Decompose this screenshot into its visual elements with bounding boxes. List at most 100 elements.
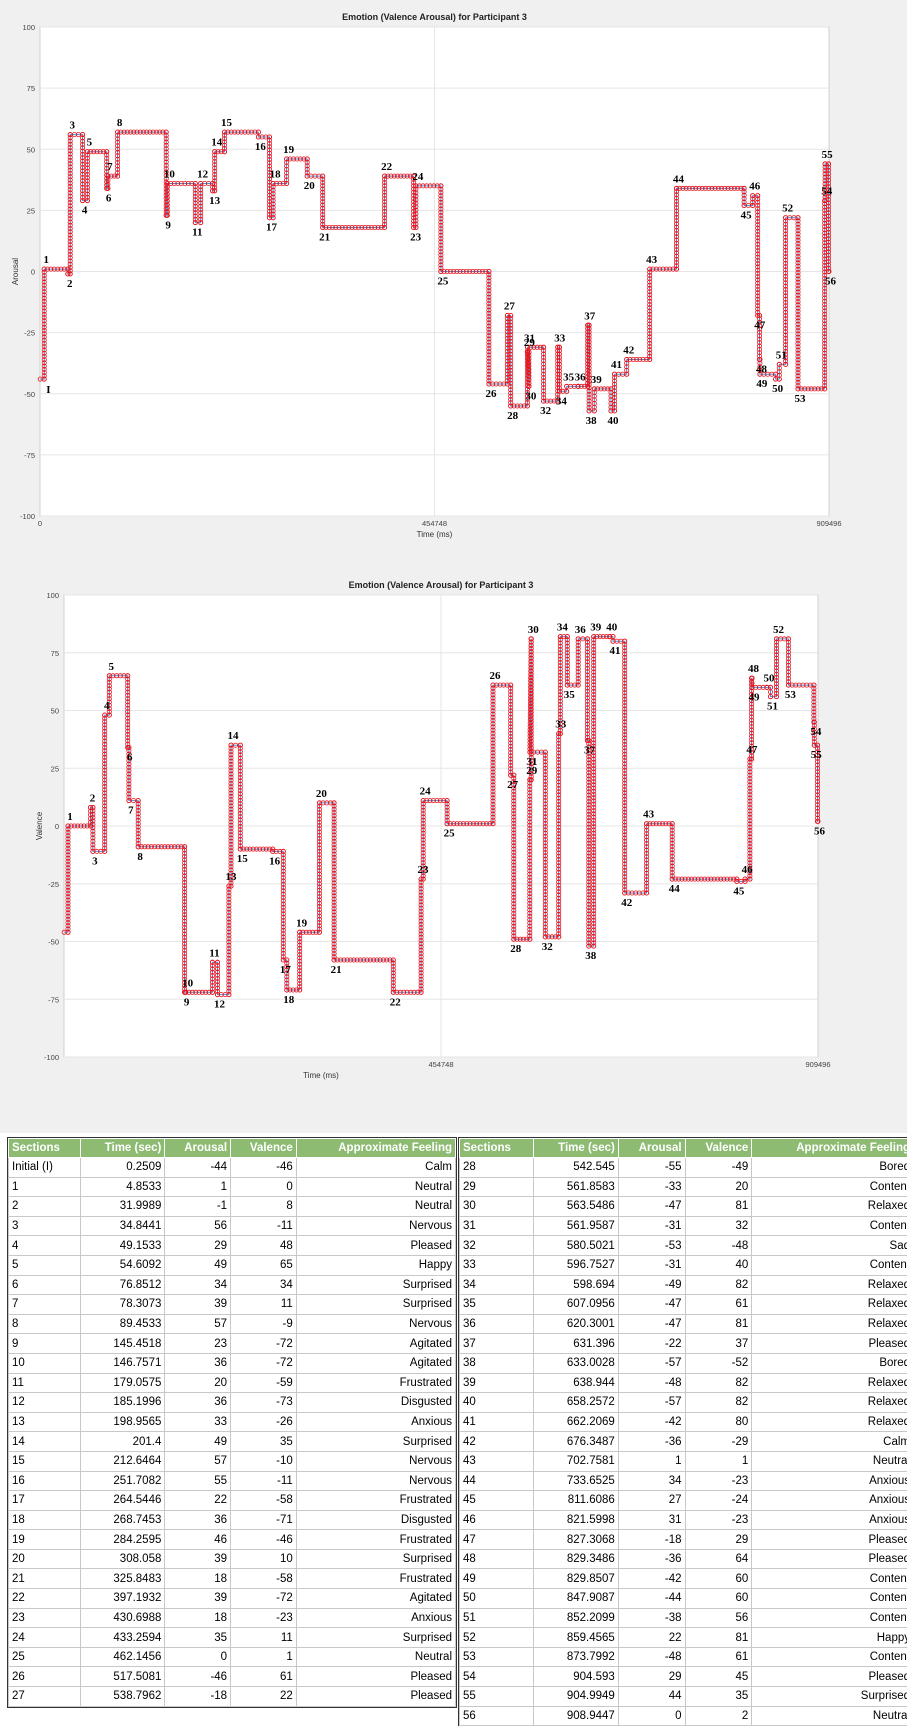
annotation-label: 32: [542, 941, 554, 953]
cell-section: 51: [460, 1608, 534, 1628]
cell-valence: -11: [231, 1216, 297, 1236]
annotation-label: 27: [507, 779, 519, 791]
cell-feeling: Relaxed: [752, 1314, 907, 1334]
annotation-label: 17: [280, 964, 292, 976]
cell-section: 48: [460, 1549, 534, 1569]
cell-arousal: 33: [165, 1412, 231, 1432]
cell-time: 251.7082: [81, 1471, 165, 1491]
sections-table-right: Sections Time (sec) Arousal Valence Appr…: [459, 1138, 907, 1726]
cell-valence: 35: [231, 1432, 297, 1452]
cell-time: 433.2594: [81, 1628, 165, 1648]
annotation-label: 49: [756, 378, 768, 390]
annotation-label: 47: [746, 744, 758, 756]
cell-valence: 48: [231, 1236, 297, 1256]
cell-time: 702.7581: [533, 1451, 618, 1471]
cell-feeling: Bored: [752, 1353, 907, 1373]
cell-time: 54.6092: [81, 1255, 165, 1275]
cell-section: 32: [460, 1236, 534, 1256]
cell-arousal: -57: [618, 1393, 685, 1413]
cell-arousal: 0: [618, 1706, 685, 1726]
annotation-label: 4: [104, 700, 110, 712]
cell-feeling: Surprised: [296, 1549, 455, 1569]
cell-time: 580.5021: [533, 1236, 618, 1256]
annotation-label: 13: [209, 195, 221, 207]
cell-arousal: 36: [165, 1353, 231, 1373]
cell-feeling: Anxious: [752, 1471, 907, 1491]
cell-valence: -71: [231, 1510, 297, 1530]
annotation-label: 6: [106, 192, 112, 204]
cell-arousal: 34: [165, 1275, 231, 1295]
annotation-label-initial: I: [46, 384, 50, 396]
cell-arousal: -1: [165, 1197, 231, 1217]
cell-section: 11: [9, 1373, 81, 1393]
cell-time: 212.6464: [81, 1451, 165, 1471]
cell-time: 859.4565: [533, 1628, 618, 1648]
annotation-label: 35: [564, 689, 576, 701]
y-tick-label: -100: [44, 1053, 59, 1062]
annotation-label: 9: [184, 996, 190, 1008]
annotation-label: 6: [127, 751, 133, 763]
cell-time: 829.3486: [533, 1549, 618, 1569]
cell-arousal: 35: [165, 1628, 231, 1648]
annotation-label: 21: [319, 231, 330, 243]
chart-title: Emotion (Valence Arousal) for Participan…: [342, 12, 527, 22]
annotation-label: 26: [490, 670, 502, 682]
annotation-label: 34: [556, 395, 568, 407]
annotation-label: 46: [749, 181, 761, 193]
cell-section: 52: [460, 1628, 534, 1648]
annotation-label: 52: [773, 624, 785, 636]
cell-valence: -72: [231, 1353, 297, 1373]
cell-time: 201.4: [81, 1432, 165, 1452]
annotation-label: 37: [584, 310, 596, 322]
cell-valence: 82: [685, 1275, 752, 1295]
cell-time: 31.9989: [81, 1197, 165, 1217]
cell-time: 811.6086: [533, 1491, 618, 1511]
cell-section: 33: [460, 1255, 534, 1275]
cell-valence: 32: [685, 1216, 752, 1236]
cell-feeling: Neutral: [752, 1706, 907, 1726]
cell-section: 36: [460, 1314, 534, 1334]
cell-feeling: Content: [752, 1647, 907, 1667]
annotation-label: 20: [316, 788, 328, 800]
annotation-label: 46: [742, 864, 754, 876]
cell-arousal: 20: [165, 1373, 231, 1393]
annotation-label: 17: [266, 222, 278, 234]
cell-arousal: 1: [165, 1177, 231, 1197]
cell-valence: -72: [231, 1589, 297, 1609]
cell-valence: -73: [231, 1393, 297, 1413]
annotation-label: 53: [795, 393, 807, 405]
cell-feeling: Anxious: [296, 1412, 455, 1432]
cell-arousal: 49: [165, 1255, 231, 1275]
annotation-label: 19: [296, 917, 308, 929]
annotation-label: 11: [192, 227, 202, 239]
annotation-label: 41: [611, 359, 622, 371]
annotation-label: 8: [117, 117, 123, 129]
y-tick-label: -100: [20, 512, 35, 521]
cell-arousal: 39: [165, 1549, 231, 1569]
cell-feeling: Pleased: [752, 1334, 907, 1354]
y-tick-label: 50: [51, 707, 59, 716]
cell-time: 542.545: [533, 1158, 618, 1178]
cell-section: 5: [9, 1255, 81, 1275]
annotation-label: 38: [586, 415, 598, 427]
annotation-label: 30: [528, 624, 540, 636]
cell-arousal: 22: [618, 1628, 685, 1648]
cell-arousal: -46: [165, 1667, 231, 1687]
cell-time: 904.593: [533, 1667, 618, 1687]
cell-valence: 35: [685, 1687, 752, 1707]
cell-section: 25: [9, 1647, 81, 1667]
cell-section: 29: [460, 1177, 534, 1197]
cell-valence: 1: [231, 1647, 297, 1667]
cell-arousal: 0: [165, 1647, 231, 1667]
cell-time: 873.7992: [533, 1647, 618, 1667]
cell-valence: 20: [685, 1177, 752, 1197]
